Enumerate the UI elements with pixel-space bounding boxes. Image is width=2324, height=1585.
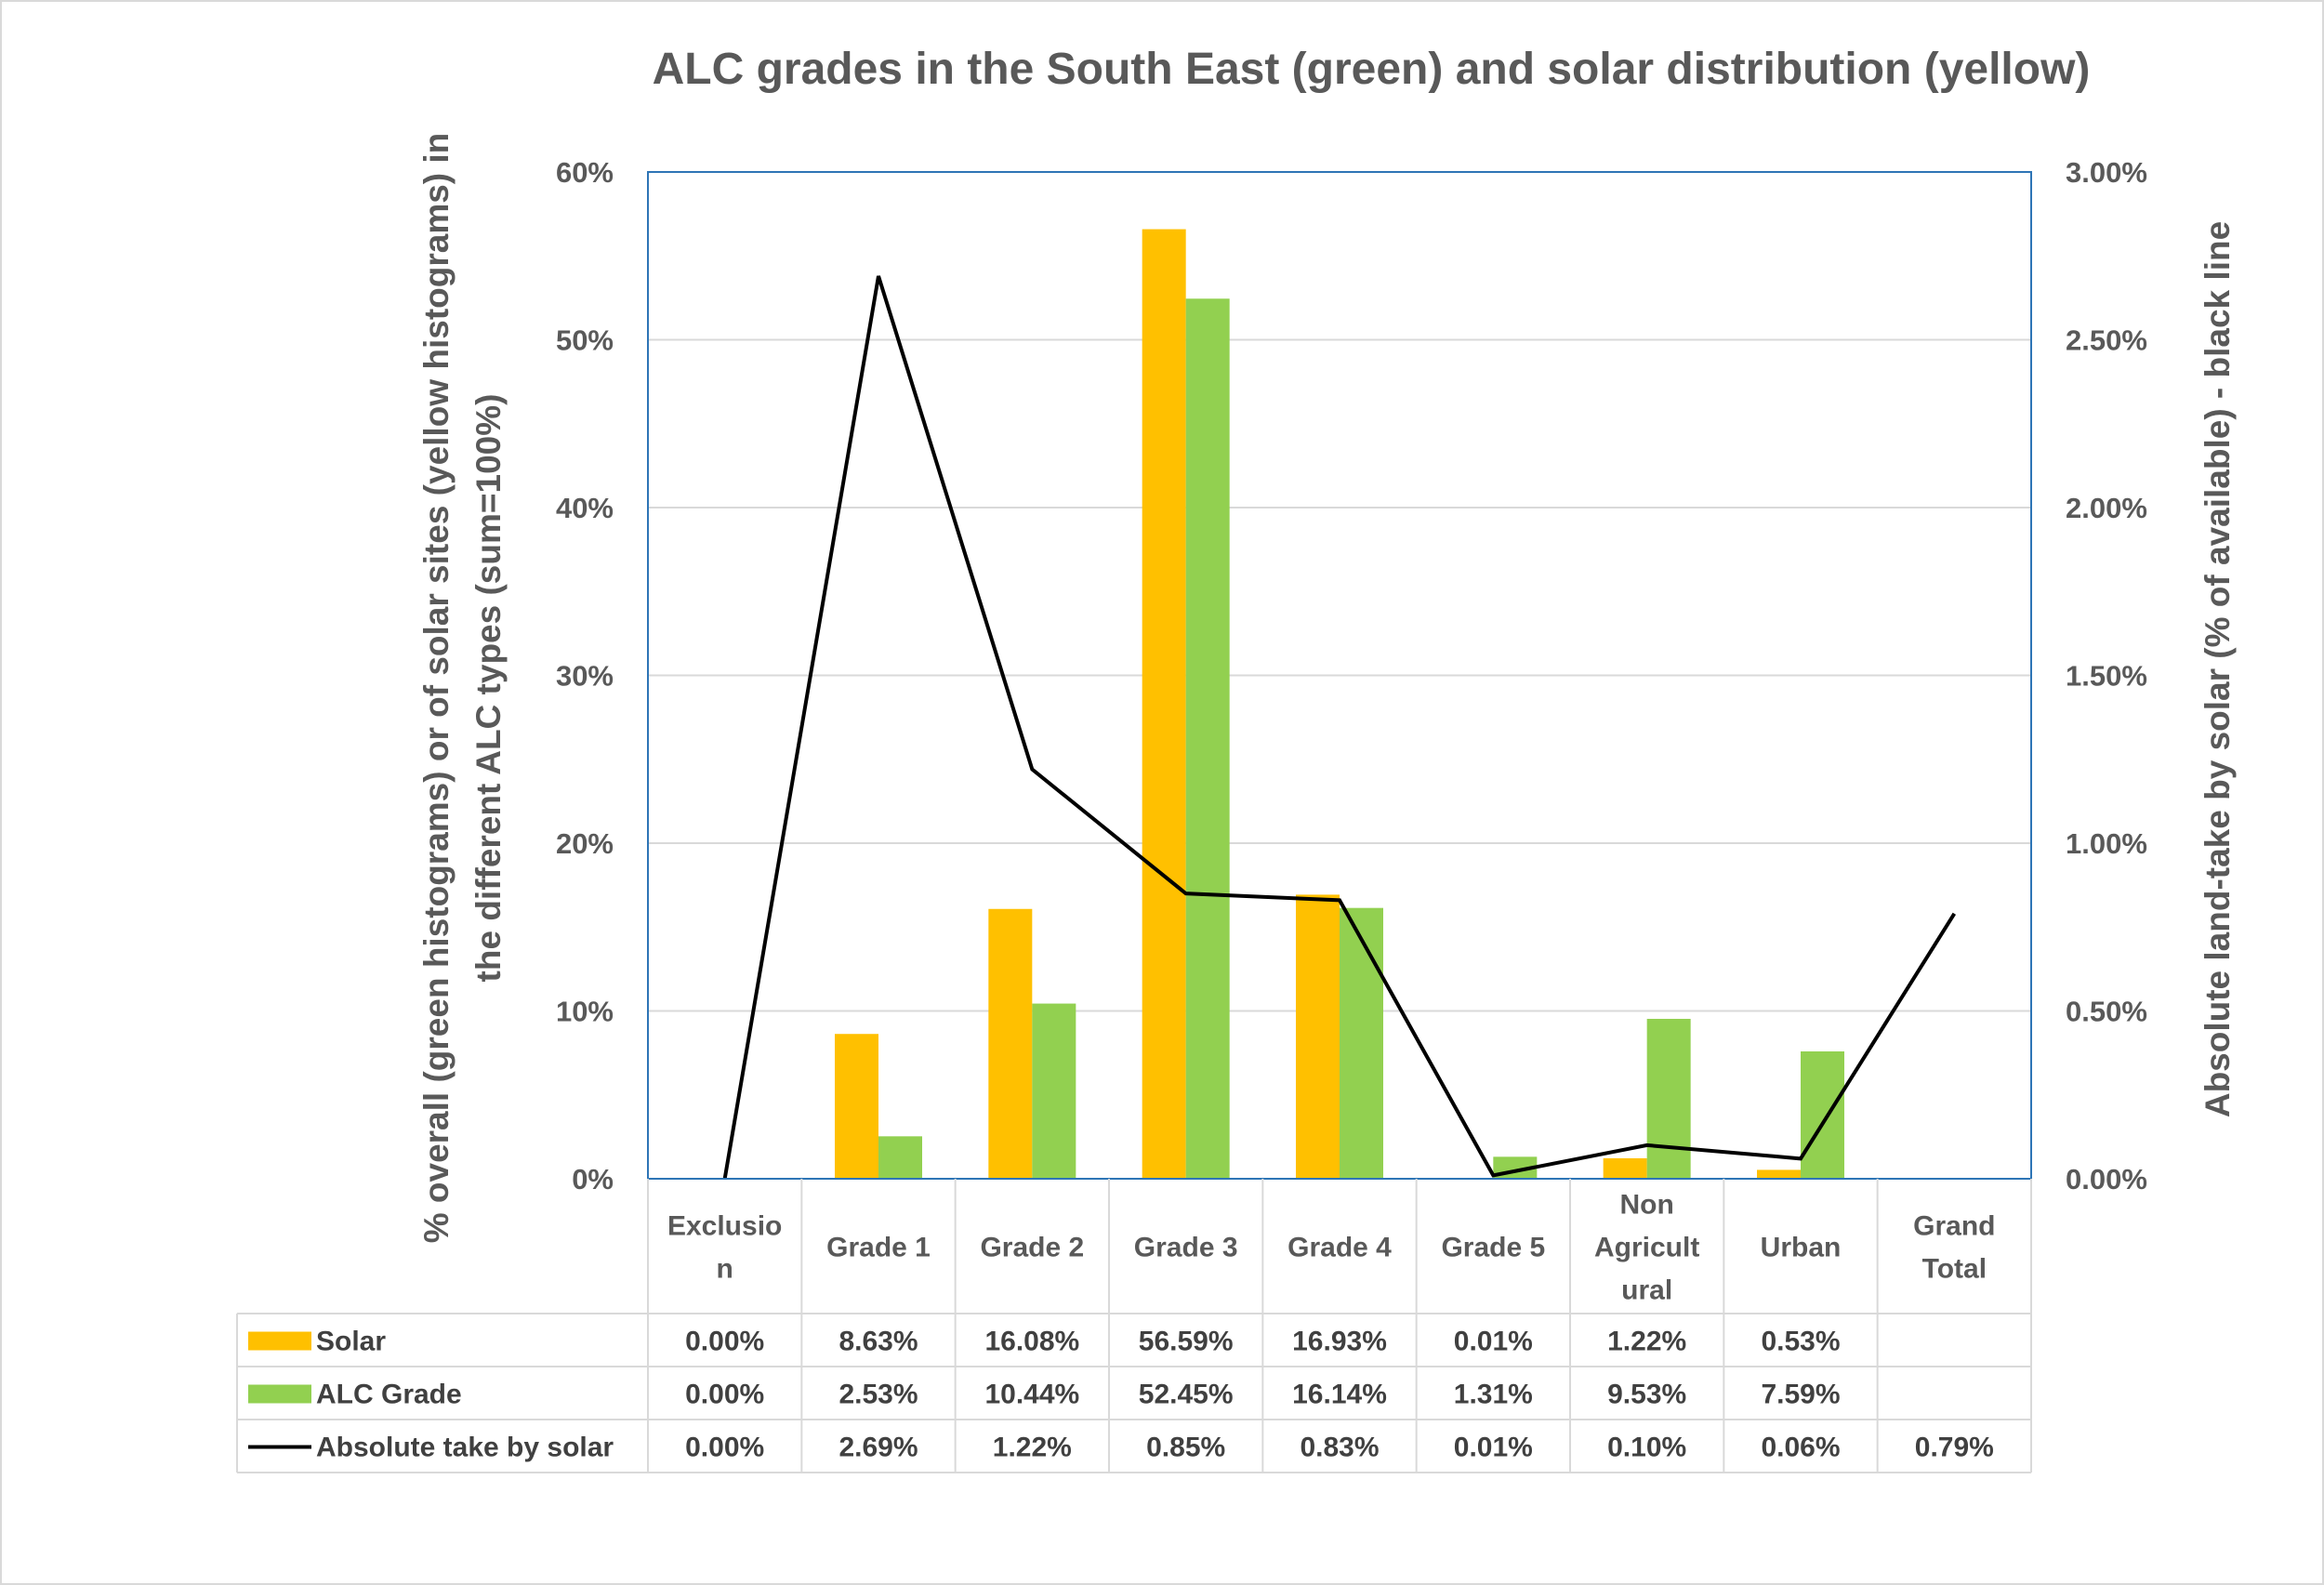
bar-solar-1 <box>835 1034 878 1179</box>
data-label-solar-3: 56.59% <box>1139 1327 1234 1357</box>
data-label-solar-0: 0.00% <box>685 1327 764 1357</box>
bar-alc-grade-1 <box>878 1136 922 1179</box>
y2-axis-title: Absolute land-take by solar (% of availa… <box>2199 221 2237 1117</box>
y-tick-label-3: 30% <box>556 660 614 693</box>
bar-alc-grade-6 <box>1646 1018 1691 1179</box>
y-tick-label-2: 20% <box>556 827 614 860</box>
data-label-solar-6: 1.22% <box>1607 1327 1686 1357</box>
data-label-alc-grade-3: 52.45% <box>1139 1380 1234 1410</box>
legend-label-alc-grade: ALC Grade <box>316 1380 462 1410</box>
y-axis-title-line1: % overall (green histograms) or of solar… <box>417 133 456 1244</box>
bar-solar-7 <box>1757 1169 1801 1179</box>
category-label-1-0: Grade 1 <box>826 1233 931 1263</box>
y-tick-label-0: 0% <box>572 1163 614 1195</box>
bar-solar-2 <box>988 908 1033 1179</box>
bar-alc-grade-7 <box>1801 1051 1844 1179</box>
data-label-alc-grade-4: 16.14% <box>1292 1380 1387 1410</box>
data-label-absolute-take-by-solar-4: 0.83% <box>1300 1433 1379 1463</box>
y-axis-ticks: 0% 10% 20% 30% 40% 50% 60% <box>556 156 614 1195</box>
bar-alc-grade-4 <box>1340 907 1383 1179</box>
bar-solar-6 <box>1603 1157 1647 1179</box>
y-tick-label-4: 40% <box>556 492 614 524</box>
category-label-5-0: Grade 5 <box>1441 1233 1545 1263</box>
data-label-solar-1: 8.63% <box>838 1327 918 1357</box>
data-label-absolute-take-by-solar-2: 1.22% <box>993 1433 1072 1463</box>
data-label-alc-grade-2: 10.44% <box>984 1380 1079 1410</box>
plot-area-border <box>647 171 2032 1180</box>
chart-title: ALC grades in the South East (green) and… <box>653 45 2091 94</box>
y2-tick-label-6: 3.00% <box>2066 156 2147 189</box>
data-label-solar-5: 0.01% <box>1454 1327 1533 1357</box>
y-tick-label-6: 60% <box>556 156 614 189</box>
legend-key-solar <box>248 1331 311 1351</box>
bar-solar-3 <box>1142 229 1186 1179</box>
data-label-absolute-take-by-solar-6: 0.10% <box>1607 1433 1686 1463</box>
legend-label-absolute-take-by-solar: Absolute take by solar <box>316 1433 614 1463</box>
data-label-alc-grade-7: 7.59% <box>1761 1380 1840 1410</box>
gridlines <box>648 338 2031 1012</box>
category-label-3-0: Grade 3 <box>1134 1233 1238 1263</box>
y2-tick-label-5: 2.50% <box>2066 324 2147 357</box>
data-label-solar-2: 16.08% <box>984 1327 1079 1357</box>
data-label-absolute-take-by-solar-5: 0.01% <box>1454 1433 1533 1463</box>
y2-tick-label-1: 0.50% <box>2066 996 2147 1028</box>
data-label-alc-grade-0: 0.00% <box>685 1380 764 1410</box>
data-label-absolute-take-by-solar-7: 0.06% <box>1761 1433 1840 1463</box>
bar-alc-grade-2 <box>1032 1003 1076 1179</box>
data-label-alc-grade-6: 9.53% <box>1607 1380 1686 1410</box>
y2-tick-label-4: 2.00% <box>2066 492 2147 524</box>
data-label-absolute-take-by-solar-1: 2.69% <box>838 1433 918 1463</box>
data-label-alc-grade-1: 2.53% <box>838 1380 918 1410</box>
category-label-4-0: Grade 4 <box>1287 1233 1392 1263</box>
legend-key-alc-grade <box>248 1384 311 1404</box>
category-label-7-0: Urban <box>1761 1233 1842 1263</box>
bar-alc-grade-3 <box>1185 298 1230 1180</box>
y2-axis-ticks: 0.00% 0.50% 1.00% 1.50% 2.00% 2.50% 3.00% <box>2066 156 2147 1195</box>
data-label-solar-4: 16.93% <box>1292 1327 1387 1357</box>
data-table: Exclusio n Grade 1 Grade 2 Grade 3 Grade 4 Gra… <box>236 1179 2032 1473</box>
category-label-8-1: Total <box>1922 1254 1987 1285</box>
y-tick-label-1: 10% <box>556 996 614 1028</box>
category-label-6-2: ural <box>1621 1275 1672 1306</box>
category-label-8-0: Grand <box>1913 1211 1995 1242</box>
category-label-6-1: Agricult <box>1594 1233 1699 1263</box>
data-label-absolute-take-by-solar-8: 0.79% <box>1915 1433 1994 1463</box>
data-label-alc-grade-5: 1.31% <box>1454 1380 1533 1410</box>
data-label-absolute-take-by-solar-0: 0.00% <box>685 1433 764 1463</box>
category-label-0-1: n <box>717 1254 733 1285</box>
data-label-solar-7: 0.53% <box>1761 1327 1840 1357</box>
category-label-6-0: Non <box>1620 1190 1674 1221</box>
bar-series <box>835 229 1844 1180</box>
y2-tick-label-3: 1.50% <box>2066 660 2147 693</box>
legend-label-solar: Solar <box>316 1327 386 1357</box>
bar-solar-4 <box>1296 894 1340 1179</box>
category-label-2-0: Grade 2 <box>980 1233 1084 1263</box>
y2-tick-label-0: 0.00% <box>2066 1163 2147 1195</box>
y2-tick-label-2: 1.00% <box>2066 827 2147 860</box>
y-tick-label-5: 50% <box>556 324 614 357</box>
y-axis-title-line2: the different ALC types (sum=100%) <box>469 394 508 983</box>
data-label-absolute-take-by-solar-3: 0.85% <box>1146 1433 1225 1463</box>
category-label-0-0: Exclusio <box>667 1211 782 1242</box>
